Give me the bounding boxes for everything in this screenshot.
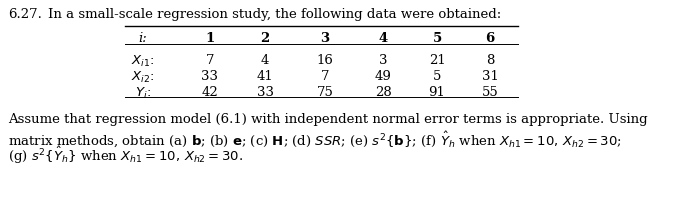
- Text: 16: 16: [317, 54, 333, 67]
- Text: 21: 21: [429, 54, 446, 67]
- Text: 49: 49: [374, 70, 392, 83]
- Text: 5: 5: [432, 32, 441, 45]
- Text: $Y_i$:: $Y_i$:: [135, 86, 151, 101]
- Text: 91: 91: [428, 86, 446, 99]
- Text: $X_{i2}$:: $X_{i2}$:: [131, 70, 155, 85]
- Text: $X_{i1}$:: $X_{i1}$:: [131, 54, 155, 69]
- Text: 7: 7: [321, 70, 329, 83]
- Text: 55: 55: [482, 86, 498, 99]
- Text: 2: 2: [261, 32, 270, 45]
- Text: 42: 42: [202, 86, 218, 99]
- Text: 5: 5: [433, 70, 441, 83]
- Text: 28: 28: [375, 86, 392, 99]
- Text: i:: i:: [139, 32, 148, 45]
- Text: 4: 4: [378, 32, 387, 45]
- Text: matrix methods, obtain (a) $\mathbf{b}$; (b) $\mathbf{e}$; (c) $\mathbf{H}$; (d): matrix methods, obtain (a) $\mathbf{b}$;…: [8, 129, 622, 149]
- Text: 7: 7: [206, 54, 214, 67]
- Text: 1: 1: [205, 32, 215, 45]
- Text: (g) $s^2\{\hat{Y}_h\}$ when $X_{h1}=10,\, X_{h2}=30$.: (g) $s^2\{\hat{Y}_h\}$ when $X_{h1}=10,\…: [8, 145, 243, 166]
- Text: 3: 3: [320, 32, 330, 45]
- Text: In a small-scale regression study, the following data were obtained:: In a small-scale regression study, the f…: [48, 8, 501, 21]
- Text: 33: 33: [202, 70, 218, 83]
- Text: 31: 31: [482, 70, 498, 83]
- Text: Assume that regression model (6.1) with independent normal error terms is approp: Assume that regression model (6.1) with …: [8, 113, 648, 126]
- Text: 6.27.: 6.27.: [8, 8, 42, 21]
- Text: 6: 6: [485, 32, 495, 45]
- Text: 3: 3: [379, 54, 387, 67]
- Text: 33: 33: [256, 86, 274, 99]
- Text: 8: 8: [486, 54, 494, 67]
- Text: 75: 75: [317, 86, 333, 99]
- Text: 41: 41: [256, 70, 273, 83]
- Text: 4: 4: [261, 54, 269, 67]
